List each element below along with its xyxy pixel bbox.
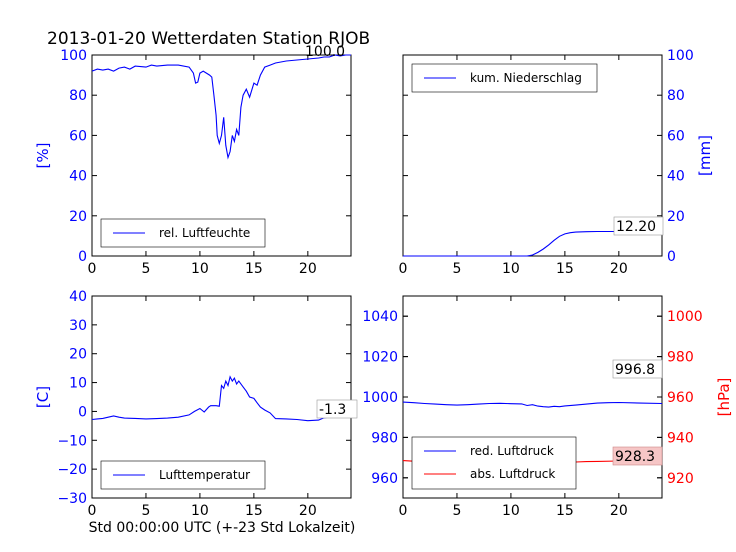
annotation-label: 996.8	[615, 362, 655, 378]
legend: red. Luftdruck abs. Luftdruck	[411, 436, 577, 490]
y-axis-label: [C]	[34, 386, 52, 408]
y-axis-label: [%]	[34, 143, 52, 169]
y-tick-label: 30	[69, 318, 87, 334]
y-right-tick-label: 920	[667, 471, 694, 487]
annotation-box	[316, 399, 358, 419]
x-tick-label: 20	[610, 261, 628, 277]
plot-frame	[91, 54, 352, 257]
x-tick-label: 15	[556, 503, 574, 519]
y-tick-label: 1000	[362, 390, 398, 406]
x-tick-label: 5	[141, 261, 150, 277]
y-tick-label: 60	[69, 128, 87, 144]
y-tick-label: 960	[371, 471, 398, 487]
y-right-tick-label: 940	[667, 430, 694, 446]
y-tick-label: −20	[57, 462, 87, 478]
y-right-tick-label: 0	[667, 249, 676, 265]
panel-pressure: 0 5 10 15 20 960 980 1000 1020 1040 920 940 960 980 10…	[362, 295, 733, 519]
y-tick-label: 40	[69, 169, 87, 185]
x-tick-label: 0	[88, 261, 97, 277]
y-axis-label: [mm]	[696, 135, 714, 176]
y-tick-label: 80	[69, 88, 87, 104]
series-line	[402, 401, 663, 408]
series-line	[91, 54, 351, 160]
y-tick-label: 40	[69, 289, 87, 305]
legend-entry: abs. Luftdruck	[470, 467, 555, 481]
y-right-tick-label: 80	[667, 88, 685, 104]
x-tick-label: 10	[191, 503, 209, 519]
y-tick-label: 20	[69, 347, 87, 363]
y-right-tick-label: 20	[667, 209, 685, 225]
legend-entry: red. Luftdruck	[470, 444, 554, 458]
legend: kum. Niederschlag	[411, 63, 598, 93]
y-right-tick-label: 40	[667, 169, 685, 185]
annotation-label-red: 928.3	[615, 449, 655, 465]
legend: rel. Luftfeuchte	[100, 218, 266, 248]
x-tick-label: 20	[610, 503, 628, 519]
legend-frame	[411, 436, 577, 490]
x-tick-label: 10	[191, 261, 209, 277]
x-tick-label: 0	[399, 503, 408, 519]
x-tick-label: 0	[399, 261, 408, 277]
y-right-tick-label: 60	[667, 128, 685, 144]
y-tick-label: 100	[60, 48, 87, 64]
annotation-box	[612, 359, 663, 379]
x-tick-label: 5	[141, 503, 150, 519]
y-right-tick-label: 100	[667, 48, 694, 64]
plot-frame	[91, 295, 352, 499]
x-tick-label: 10	[502, 261, 520, 277]
x-tick-label: 0	[88, 503, 97, 519]
series-line	[91, 375, 352, 422]
chart-title: 2013-01-20 Wetterdaten Station RJOB	[47, 29, 370, 49]
y-tick-label: 1040	[362, 309, 398, 325]
annotation-label: 100.0	[305, 44, 345, 60]
x-tick-label: 15	[245, 503, 263, 519]
y-right-tick-label: 1000	[667, 309, 703, 325]
annotation-box-red	[612, 446, 663, 466]
legend-entry: kum. Niederschlag	[470, 71, 582, 85]
y-right-tick-label: 960	[667, 390, 694, 406]
annotation-label: 12.20	[616, 219, 656, 235]
panel-precip: 0 5 10 15 20 0 20 40 60 80 100 [mm] 12.20 kum. Nieder…	[399, 48, 714, 277]
y-right-tick-label: 980	[667, 350, 694, 366]
legend: Lufttemperatur	[100, 460, 266, 490]
panel-humidity: 0 5 10 15 20 0 20 40 60 80 100 [%] 100.0 rel. Luftfeu…	[34, 44, 352, 277]
y-tick-label: 10	[69, 376, 87, 392]
legend-entry: rel. Luftfeuchte	[159, 226, 250, 240]
y-tick-label: 980	[371, 430, 398, 446]
x-tick-label: 10	[502, 503, 520, 519]
y-tick-label: −30	[57, 491, 87, 507]
series-line	[403, 230, 662, 257]
panel-temperature: 0 5 10 15 20 −30 −20 −10 0 10 20 30 40 [C] -1.3 Lufttem…	[34, 289, 358, 519]
y-tick-label: 0	[78, 404, 87, 420]
x-tick-label: 20	[299, 261, 317, 277]
x-tick-label: 15	[245, 261, 263, 277]
y-tick-label: 1020	[362, 350, 398, 366]
x-axis-label: Std 00:00:00 UTC (+-23 Std Lokalzeit)	[89, 520, 356, 536]
annotation-label: -1.3	[319, 402, 346, 418]
y-tick-label: 0	[78, 249, 87, 265]
x-tick-label: 5	[452, 503, 461, 519]
x-tick-label: 5	[452, 261, 461, 277]
x-tick-label: 15	[556, 261, 574, 277]
x-tick-label: 20	[299, 503, 317, 519]
annotation-box	[613, 216, 664, 236]
legend-entry: Lufttemperatur	[159, 468, 250, 482]
y-tick-label: 20	[69, 209, 87, 225]
plot-frame	[402, 54, 663, 257]
y-right-axis-label: [hPa]	[715, 378, 733, 417]
y-tick-label: −10	[57, 433, 87, 449]
